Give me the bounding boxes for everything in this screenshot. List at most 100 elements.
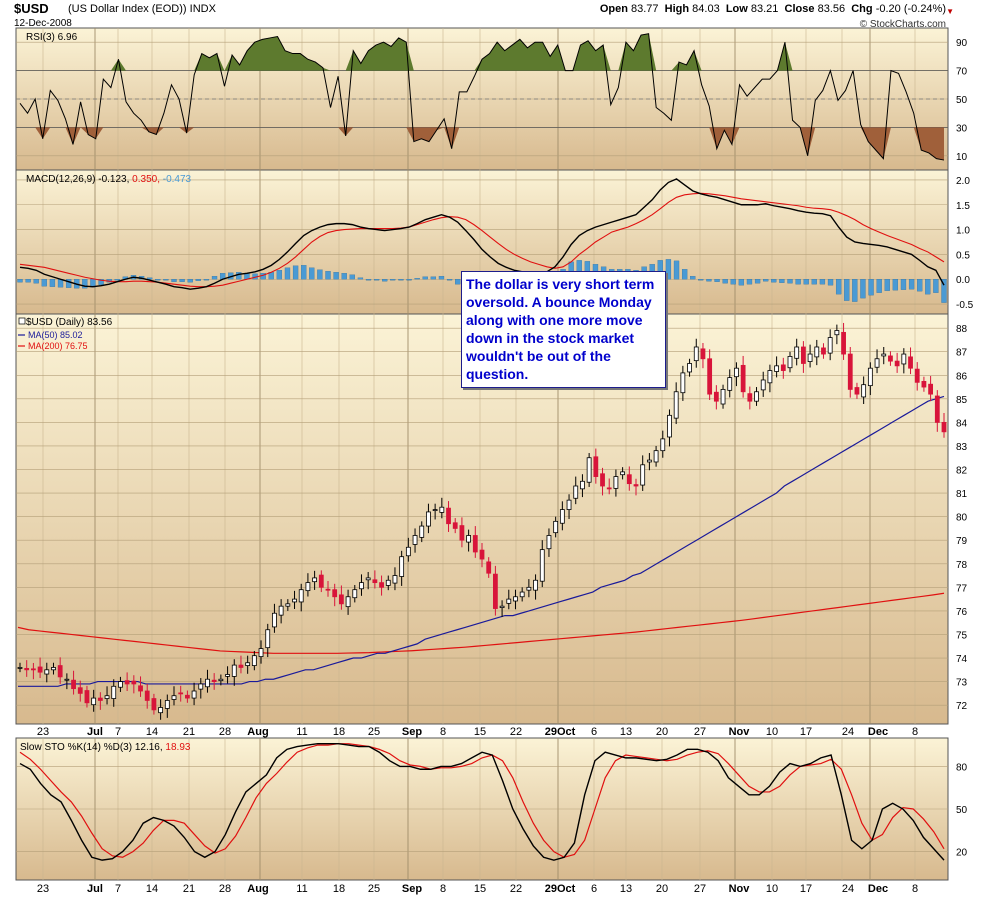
price-tick-label: 83 — [956, 442, 968, 453]
price-candle — [30, 668, 36, 671]
price-tick-label: 84 — [956, 418, 968, 429]
macd-histogram-bar — [422, 276, 428, 280]
date-axis-label: 17 — [800, 726, 812, 738]
date-axis-label-bottom: 8 — [440, 883, 446, 895]
chart-symbol: $USD — [14, 1, 49, 16]
price-candle — [539, 549, 545, 582]
price-candle — [506, 598, 512, 604]
open-value: 83.77 — [631, 3, 659, 15]
macd-histogram-bar — [317, 269, 323, 280]
price-candle — [385, 579, 391, 586]
price-candle — [459, 525, 465, 541]
macd-histogram-bar — [382, 279, 388, 282]
date-axis-label-bottom: Aug — [247, 883, 268, 895]
date-axis-label-bottom: 6 — [591, 883, 597, 895]
date-axis-label-bottom: 14 — [146, 883, 158, 895]
close-value: 83.56 — [817, 3, 846, 15]
price-candle — [426, 511, 431, 527]
price-candle — [533, 579, 538, 591]
macd-legend-part: -0.473 — [160, 174, 192, 185]
sto-legend-part: 18.93 — [163, 742, 191, 753]
date-axis-label: 28 — [219, 726, 231, 738]
price-candle — [392, 575, 398, 584]
date-axis-label-bottom: 20 — [656, 883, 668, 895]
price-tick-label: 87 — [956, 348, 968, 359]
date-axis-label: 18 — [333, 726, 345, 738]
chart-date: 12-Dec-2008 — [14, 18, 72, 29]
price-candle — [158, 707, 164, 714]
price-candle — [660, 438, 666, 452]
price-candle — [272, 612, 277, 628]
price-tick-label: 80 — [956, 513, 968, 524]
macd-legend-part: 0.350, — [129, 174, 160, 185]
price-candle — [292, 598, 297, 603]
price-candle — [77, 687, 83, 694]
macd-legend-part: MACD(12,26,9) -0.123, — [26, 174, 129, 185]
price-candle — [164, 700, 170, 709]
price-candle — [800, 346, 806, 364]
price-candle — [626, 474, 632, 485]
date-axis-label: 21 — [183, 726, 195, 738]
macd-histogram-bar — [349, 274, 355, 280]
price-candle — [332, 589, 338, 598]
price-candle — [908, 356, 913, 369]
price-candle — [734, 367, 739, 378]
price-candle — [894, 360, 900, 367]
macd-histogram-bar — [698, 279, 704, 281]
macd-histogram-bar — [430, 276, 437, 280]
price-candle — [546, 535, 552, 550]
date-axis-label-bottom: Nov — [729, 883, 751, 895]
macd-histogram-bar — [690, 276, 696, 280]
macd-histogram-bar — [114, 279, 120, 281]
price-candle — [245, 662, 251, 666]
price-candle — [593, 456, 599, 477]
price-candle — [727, 377, 733, 391]
macd-histogram-bar — [171, 279, 177, 282]
price-candle — [345, 596, 351, 608]
macd-histogram-bar — [284, 267, 291, 280]
date-axis-label-bottom: 29Oct — [545, 883, 576, 895]
macd-histogram-bar — [41, 279, 47, 287]
sto-tick-label: 20 — [956, 848, 968, 859]
date-axis-label-bottom: Sep — [402, 883, 422, 895]
macd-histogram-bar — [852, 279, 858, 302]
price-candle — [747, 393, 753, 402]
macd-histogram-bar — [17, 279, 23, 283]
macd-histogram-bar — [163, 279, 169, 281]
price-candle — [265, 629, 271, 649]
date-axis-label-bottom: 8 — [912, 883, 918, 895]
macd-histogram-bar — [365, 279, 372, 281]
date-axis-label: 20 — [656, 726, 668, 738]
price-candle — [51, 667, 56, 671]
price-candle — [566, 499, 572, 510]
price-candle — [71, 679, 76, 690]
price-candle — [934, 395, 940, 423]
date-axis-label: 14 — [146, 726, 158, 738]
macd-histogram-bar — [925, 279, 931, 295]
annotation-box: The dollar is very short term oversold. … — [461, 271, 666, 388]
macd-histogram-bar — [665, 259, 672, 280]
price-candle — [44, 669, 50, 675]
price-candle — [573, 485, 579, 499]
rsi-tick-label: 90 — [956, 38, 968, 49]
macd-histogram-bar — [811, 279, 817, 285]
macd-tick-label: -0.5 — [956, 300, 974, 311]
macd-histogram-bar — [65, 279, 72, 288]
date-axis-label: Jul — [87, 726, 103, 738]
price-candle — [191, 690, 197, 699]
date-axis-label-bottom: 25 — [368, 883, 380, 895]
price-tick-label: 75 — [956, 630, 968, 641]
date-axis-label: 8 — [912, 726, 918, 738]
price-candle — [713, 391, 719, 402]
price-candle — [352, 589, 358, 599]
macd-histogram-bar — [714, 279, 720, 282]
price-candle — [620, 471, 626, 476]
sto-legend: Slow STO %K(14) %D(3) 12.16, 18.93 — [20, 742, 191, 753]
price-candle — [419, 525, 425, 538]
price-tick-label: 86 — [956, 371, 968, 382]
price-candle — [205, 678, 210, 688]
close-label: Close — [784, 3, 815, 15]
date-axis-label-bottom: 17 — [800, 883, 812, 895]
price-candle — [365, 577, 371, 581]
price-candle — [104, 695, 110, 699]
